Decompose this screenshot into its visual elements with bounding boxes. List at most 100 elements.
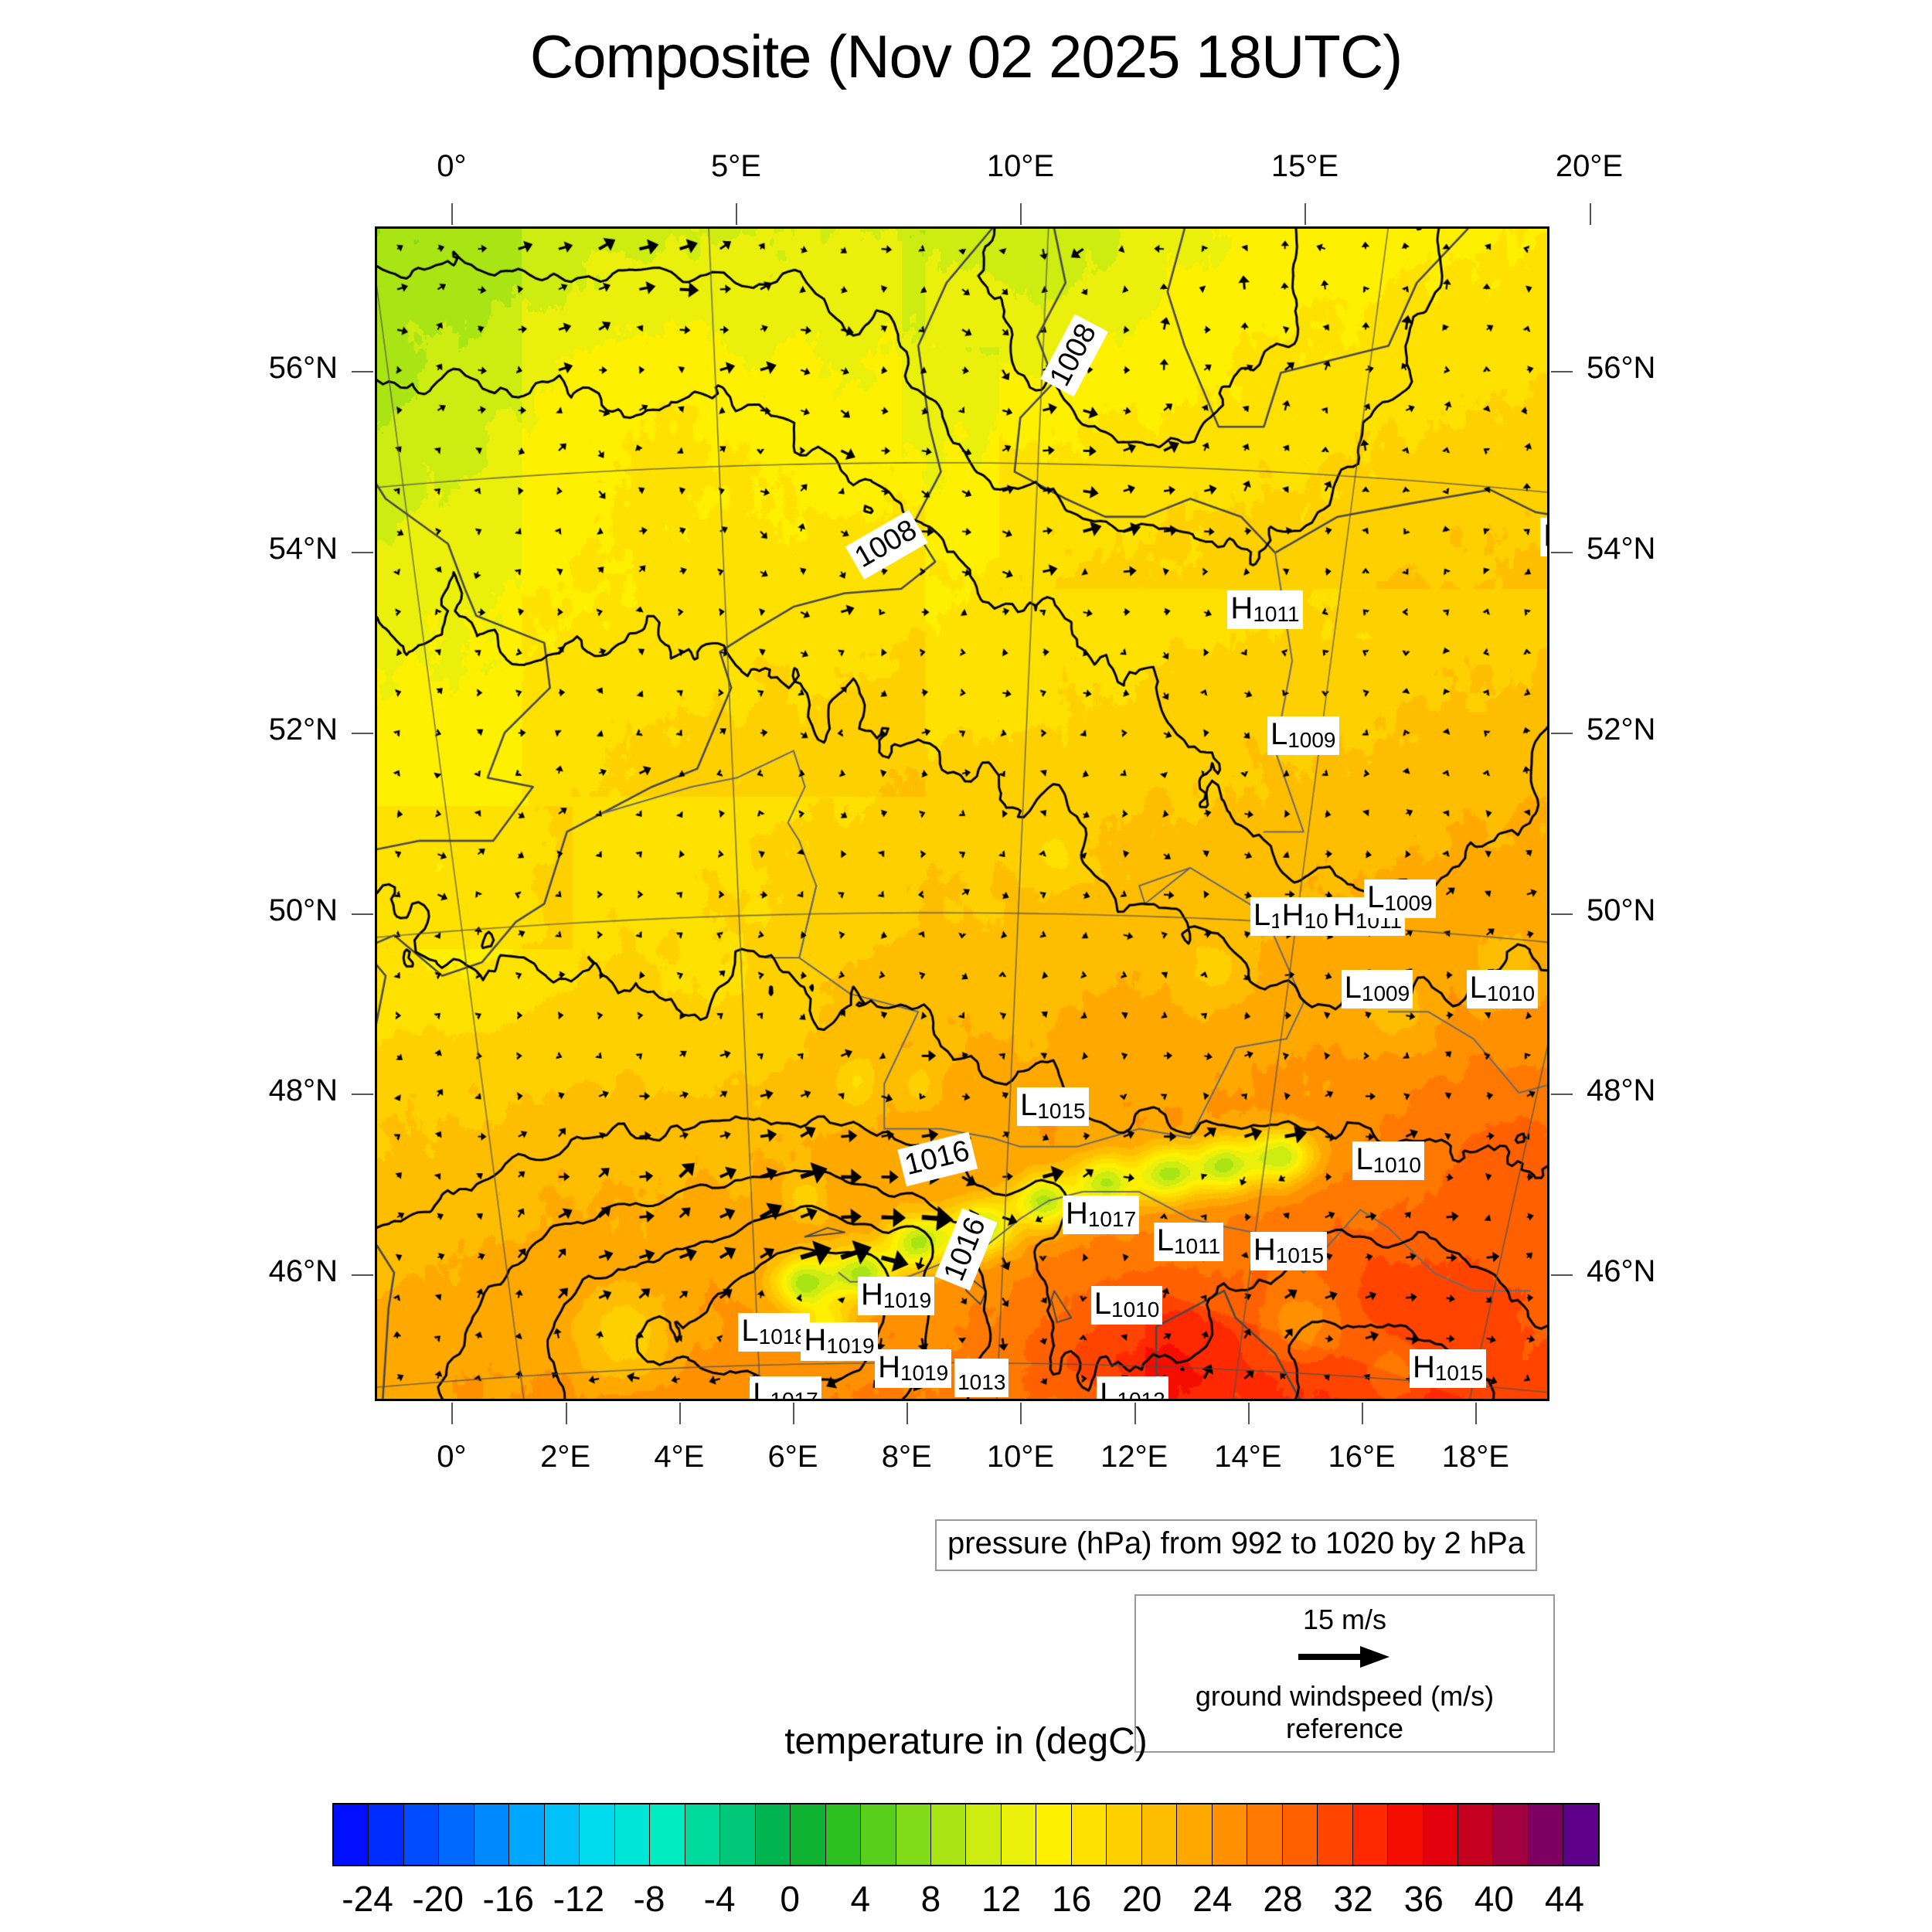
pressure-marker-value: 1017	[1087, 1207, 1137, 1232]
axis-tick	[352, 913, 373, 915]
colorbar-tick-label: 12	[981, 1879, 1022, 1919]
axis-tick	[1020, 203, 1022, 225]
colorbar-swatch	[685, 1804, 721, 1865]
colorbar-swatch	[755, 1804, 791, 1865]
colorbar-swatch	[1282, 1804, 1318, 1865]
colorbar-swatch	[1528, 1804, 1564, 1865]
colorbar-tick-label: -12	[553, 1879, 605, 1919]
wind-legend-caption: ground windspeed (m/s) reference	[1195, 1680, 1495, 1744]
axis-tick	[679, 1403, 681, 1424]
temperature-colorbar[interactable]	[332, 1803, 1600, 1866]
colorbar-swatch	[369, 1804, 404, 1865]
pressure-marker-type: H	[1304, 1400, 1327, 1401]
pressure-marker-value: 1010	[1486, 981, 1536, 1005]
axis-tick-label: 0°	[437, 149, 467, 183]
colorbar-tick-label: 20	[1122, 1879, 1162, 1919]
axis-tick-label: 18°E	[1441, 1440, 1509, 1474]
axis-tick	[352, 732, 373, 734]
low-pressure-marker: L1009	[1364, 879, 1436, 918]
colorbar-title: temperature in (degC)	[784, 1721, 1148, 1762]
colorbar-swatch	[861, 1804, 896, 1865]
pressure-marker-type: L	[1156, 1223, 1174, 1258]
pressure-marker-type: H	[878, 1349, 900, 1384]
axis-tick-label: 50°N	[1587, 893, 1656, 927]
pressure-marker-value: 1013	[957, 1369, 1006, 1394]
low-pressure-marker: L1009	[1341, 969, 1413, 1009]
axis-tick-label: 12°E	[1100, 1440, 1168, 1474]
colorbar-tick-label: -8	[633, 1879, 665, 1919]
colorbar-tick-label: 44	[1544, 1879, 1585, 1919]
pressure-marker-type: L	[1344, 970, 1362, 1005]
axis-tick	[451, 203, 454, 225]
colorbar-tick-label: -20	[412, 1879, 464, 1919]
axis-tick	[451, 1403, 454, 1424]
axis-tick-label: 4°E	[654, 1440, 705, 1474]
axis-tick-label: 10°E	[986, 1440, 1055, 1474]
high-pressure-marker: H1019	[801, 1321, 878, 1361]
colorbar-swatch	[791, 1804, 826, 1865]
colorbar-tick-label: 0	[780, 1879, 801, 1919]
low-pressure-marker: L1012	[1097, 1376, 1168, 1399]
pressure-marker-type: L	[1367, 879, 1385, 914]
axis-tick-label: 46°N	[268, 1254, 338, 1289]
axis-tick	[352, 371, 373, 373]
wind-legend-magnitude: 15 m/s	[1302, 1604, 1387, 1635]
colorbar-swatch	[1177, 1804, 1213, 1865]
right-arrow-icon	[1136, 1644, 1553, 1674]
high-pressure-marker: H1019	[857, 1277, 935, 1316]
axis-tick-label: 5°E	[710, 149, 761, 183]
pressure-marker-type: H	[860, 1277, 883, 1312]
colorbar-swatch	[930, 1804, 967, 1865]
axis-tick-label: 10°E	[986, 149, 1055, 183]
axis-tick-label: 48°N	[268, 1073, 338, 1108]
pressure-marker-type: H	[1281, 898, 1304, 933]
colorbar-swatch	[1318, 1804, 1353, 1865]
axis-tick	[906, 1403, 909, 1424]
axis-tick	[1247, 1403, 1250, 1424]
colorbar-swatch	[1212, 1804, 1248, 1865]
colorbar-swatch	[1493, 1804, 1529, 1865]
colorbar-swatch	[580, 1804, 615, 1865]
low-pressure-marker: L1018	[738, 1313, 810, 1352]
colorbar-tick-labels: -24 -20 -16 -12 -8 -4 0 4 8 12 16 20 24 28 32 36 40 44	[332, 1878, 1600, 1924]
high-pressure-marker: H101	[1540, 518, 1547, 557]
colorbar-swatch	[1001, 1804, 1037, 1865]
colorbar-tick-label: 24	[1192, 1879, 1233, 1919]
pressure-marker-type: L	[1355, 1141, 1373, 1176]
axis-tick-label: 15°E	[1270, 149, 1339, 183]
colorbar-swatch	[614, 1804, 651, 1865]
colorbar-tick-label: 36	[1403, 1879, 1444, 1919]
axis-tick-label: 50°N	[268, 893, 338, 927]
axis-tick	[1589, 203, 1591, 225]
pressure-marker-value: 1009	[1361, 981, 1410, 1005]
pressure-marker-type: H	[1412, 1349, 1435, 1384]
low-pressure-marker: L1010	[1466, 969, 1539, 1009]
pressure-marker-type: L	[1270, 717, 1288, 752]
colorbar-tick-label: -16	[482, 1879, 535, 1919]
colorbar-swatch	[1458, 1804, 1494, 1865]
pressure-marker-value: 1011	[1253, 601, 1300, 626]
pressure-marker-value: 1011	[1173, 1234, 1221, 1259]
axis-tick	[1475, 1403, 1478, 1424]
colorbar-tick-label: 4	[850, 1879, 871, 1919]
pressure-marker-value: 1015	[1434, 1360, 1484, 1385]
colorbar-tick-label: 8	[920, 1879, 941, 1919]
weather-map[interactable]: H101H1011L1009L1H1012H1011L1009L1009L101…	[375, 226, 1549, 1401]
axis-tick	[1551, 551, 1573, 553]
pressure-marker-type: H	[1065, 1196, 1088, 1231]
pressure-marker-value: 1010	[1372, 1152, 1421, 1177]
axis-tick	[1551, 913, 1573, 915]
colorbar-swatch	[896, 1804, 931, 1865]
axis-tick-label: 56°N	[268, 351, 338, 386]
pressure-marker-type: H	[1230, 590, 1253, 625]
pressure-marker-value: 1010	[1111, 1298, 1160, 1321]
colorbar-swatch	[1141, 1804, 1178, 1865]
axis-tick	[1362, 1403, 1364, 1424]
pressure-marker-type: L	[1469, 970, 1487, 1005]
low-pressure-marker: L1011	[1153, 1223, 1224, 1262]
colorbar-swatch	[474, 1804, 510, 1865]
high-pressure-marker: H1017	[1062, 1196, 1140, 1235]
pressure-marker-value: 1009	[1384, 890, 1433, 915]
pressure-value-marker: 1013	[954, 1358, 1009, 1397]
axis-tick	[736, 203, 738, 225]
